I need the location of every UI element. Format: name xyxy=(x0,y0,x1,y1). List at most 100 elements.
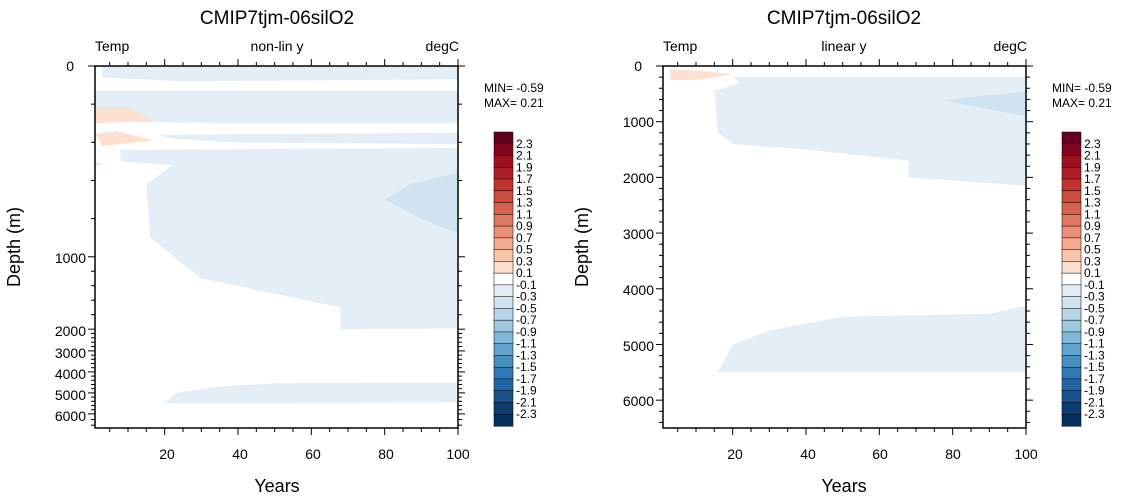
right-subtitle-scale: linear y xyxy=(821,38,866,54)
left-colorbar-swatch xyxy=(493,155,514,168)
left-colorbar-label: 0.9 xyxy=(516,219,533,233)
left-colorbar-swatch xyxy=(493,272,514,286)
left-y-tick-label: 2000 xyxy=(55,323,86,339)
right-colorbar-swatch xyxy=(1061,343,1082,356)
left-colorbar-label: 0.7 xyxy=(516,231,533,245)
left-colorbar-label: -0.3 xyxy=(516,290,537,304)
left-colorbar-swatch xyxy=(493,167,514,180)
left-colorbar-label: 0.1 xyxy=(516,266,533,280)
right-colorbar-label: 0.1 xyxy=(1084,266,1101,280)
left-colorbar-label: -0.5 xyxy=(516,301,537,315)
left-colorbar-swatch xyxy=(493,225,514,239)
left-colorbar-label: -1.9 xyxy=(516,384,537,398)
right-colorbar-swatch xyxy=(1061,296,1082,309)
left-contour-region xyxy=(102,66,459,82)
left-colorbar-swatch xyxy=(493,402,514,415)
right-y-tick-label: 4000 xyxy=(623,282,654,298)
right-colorbar-label: -2.3 xyxy=(1084,407,1105,421)
right-colorbar-swatch xyxy=(1061,167,1082,180)
left-min-label: MIN= -0.59 xyxy=(484,81,544,95)
right-colorbar-swatch xyxy=(1061,237,1082,251)
left-contour-region xyxy=(95,90,458,124)
left-colorbar-swatch xyxy=(493,214,514,227)
left-y-axis-label: Depth (m) xyxy=(4,207,24,287)
right-colorbar-swatch xyxy=(1061,214,1082,227)
right-colorbar-swatch xyxy=(1061,178,1082,192)
left-colorbar-label: -2.1 xyxy=(516,396,537,410)
left-colorbar-label: 0.5 xyxy=(516,243,533,257)
left-panel: CMIP7tjm-06silO2 Temp non-lin y degC 20 … xyxy=(4,8,544,496)
right-colorbar-label: -1.5 xyxy=(1084,360,1105,374)
right-subtitle-variable: Temp xyxy=(663,38,697,54)
right-contour-region xyxy=(714,77,1026,186)
right-colorbar-label: -0.1 xyxy=(1084,278,1105,292)
left-colorbar-swatch xyxy=(493,343,514,356)
right-x-tick-label: 80 xyxy=(945,446,961,462)
right-colorbar-label: 1.1 xyxy=(1084,207,1101,221)
left-colorbar-swatch xyxy=(493,190,514,204)
left-y-tick-label: 0 xyxy=(66,58,74,74)
right-y-tick-label: 3000 xyxy=(623,226,654,242)
right-colorbar-label: -0.9 xyxy=(1084,325,1105,339)
left-contour-region xyxy=(95,107,154,124)
left-subtitle-units: degC xyxy=(426,38,459,54)
right-y-tick-label: 6000 xyxy=(623,393,654,409)
right-colorbar-swatch xyxy=(1061,225,1082,239)
left-colorbar-label: 0.3 xyxy=(516,254,533,268)
right-colorbar-swatch xyxy=(1061,331,1082,345)
right-panel: CMIP7tjm-06silO2 Temp linear y degC 20 4… xyxy=(572,8,1112,496)
right-x-axis-label: Years xyxy=(821,476,866,496)
right-plot-frame xyxy=(662,65,1027,429)
right-colorbar-swatch xyxy=(1061,249,1082,262)
right-colorbar: 2.32.11.91.71.51.31.10.90.70.50.30.1-0.1… xyxy=(1061,131,1105,427)
right-y-tick-label: 5000 xyxy=(623,338,654,354)
right-y-ticks xyxy=(656,65,1033,423)
left-colorbar-label: 1.3 xyxy=(516,196,533,210)
left-x-tick-label: 60 xyxy=(305,446,321,462)
right-colorbar-swatch xyxy=(1061,390,1082,404)
left-colorbar-swatch xyxy=(493,261,514,274)
left-y-tick-label: 4000 xyxy=(55,366,86,382)
left-x-ticks xyxy=(109,59,459,435)
right-chart-title: CMIP7tjm-06silO2 xyxy=(767,8,921,29)
left-colorbar-label: -1.3 xyxy=(516,348,537,362)
left-plot-frame xyxy=(94,65,459,429)
left-x-tick-label: 40 xyxy=(232,446,248,462)
right-colorbar-label: -0.3 xyxy=(1084,290,1105,304)
left-colorbar-swatch xyxy=(493,319,514,333)
left-y-tick-label: 3000 xyxy=(55,345,86,361)
right-colorbar-label: 1.9 xyxy=(1084,160,1101,174)
left-colorbar-label: -1.5 xyxy=(516,360,537,374)
left-colorbar-swatch xyxy=(493,331,514,345)
right-colorbar-label: -0.5 xyxy=(1084,301,1105,315)
left-colorbar-label: 2.1 xyxy=(516,149,533,163)
left-x-tick-label: 80 xyxy=(378,446,394,462)
right-colorbar-label: 1.3 xyxy=(1084,196,1101,210)
right-y-tick-label: 2000 xyxy=(623,170,654,186)
right-min-label: MIN= -0.59 xyxy=(1052,81,1112,95)
left-contour-regions xyxy=(95,66,459,404)
right-contour-region xyxy=(670,69,733,80)
right-colorbar-swatch xyxy=(1061,131,1082,145)
left-x-axis-label: Years xyxy=(254,476,299,496)
left-chart-title: CMIP7tjm-06silO2 xyxy=(200,8,354,29)
right-colorbar-swatch xyxy=(1061,284,1082,298)
left-colorbar-swatch xyxy=(493,355,514,368)
right-colorbar-swatch xyxy=(1061,378,1082,392)
left-colorbar-swatch xyxy=(493,378,514,392)
right-colorbar-label: -1.3 xyxy=(1084,348,1105,362)
right-subtitle-units: degC xyxy=(994,38,1027,54)
right-colorbar-label: 0.3 xyxy=(1084,254,1101,268)
right-colorbar-swatch xyxy=(1061,202,1082,215)
left-contour-region xyxy=(157,132,459,145)
left-y-tick-label: 6000 xyxy=(55,408,86,424)
left-contour-region xyxy=(95,162,103,167)
left-contour-region xyxy=(164,382,458,404)
left-colorbar-swatch xyxy=(493,296,514,309)
right-x-tick-label: 40 xyxy=(800,446,816,462)
left-colorbar-label: -2.3 xyxy=(516,407,537,421)
right-contour-regions xyxy=(670,69,1026,373)
right-contour-region xyxy=(945,91,1026,117)
left-colorbar-label: -0.7 xyxy=(516,313,537,327)
